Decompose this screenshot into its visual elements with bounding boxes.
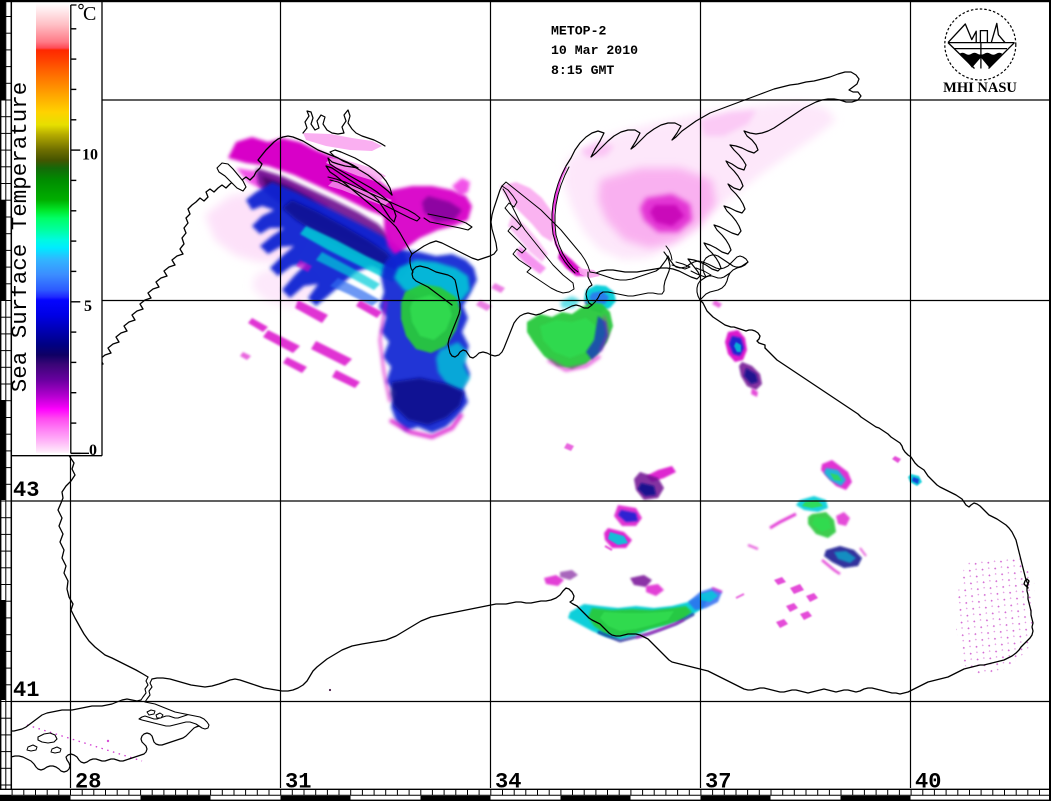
svg-text:34: 34 xyxy=(495,770,521,795)
svg-text:C: C xyxy=(83,3,96,25)
svg-text:40: 40 xyxy=(915,770,941,795)
svg-text:37: 37 xyxy=(705,770,731,795)
svg-text:METOP-2: METOP-2 xyxy=(551,24,606,39)
svg-text:5: 5 xyxy=(84,298,92,315)
svg-text:10 Mar 2010: 10 Mar 2010 xyxy=(551,43,638,58)
svg-text:41: 41 xyxy=(13,678,39,703)
svg-text:0: 0 xyxy=(89,442,97,459)
svg-text:43: 43 xyxy=(13,478,39,503)
svg-text:8:15 GMT: 8:15 GMT xyxy=(551,63,614,78)
svg-text:MHI NASU: MHI NASU xyxy=(943,80,1017,96)
svg-text:28: 28 xyxy=(75,770,101,795)
svg-text:31: 31 xyxy=(285,770,311,795)
svg-text:10: 10 xyxy=(82,147,98,164)
